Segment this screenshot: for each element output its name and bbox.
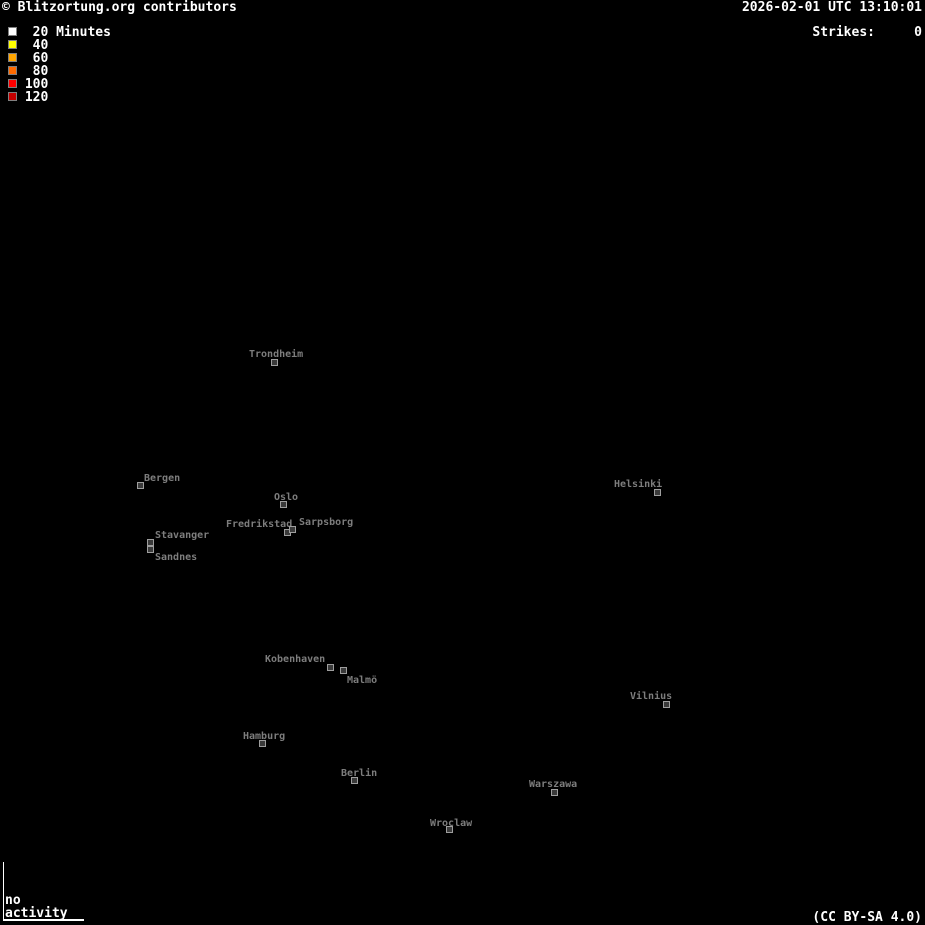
legend-label: 20 Minutes xyxy=(17,25,111,40)
city-marker xyxy=(280,501,287,508)
strikes-label: Strikes: xyxy=(812,25,875,40)
city-label: Wroclaw xyxy=(430,818,473,829)
city-marker xyxy=(147,539,154,546)
city-label: Bergen xyxy=(144,473,181,484)
activity-status-line2: activity xyxy=(5,906,68,921)
legend-row: 60 xyxy=(8,52,48,65)
city-label: Malmö xyxy=(347,675,378,686)
city-marker xyxy=(446,826,453,833)
legend-swatch xyxy=(8,79,17,88)
timestamp: 2026-02-01 UTC 13:10:01 xyxy=(741,0,922,15)
city-label: Sandnes xyxy=(155,552,198,563)
activity-x-axis xyxy=(3,919,84,921)
legend-swatch xyxy=(8,53,17,62)
activity-status-line1: no xyxy=(5,893,21,908)
legend-row: 40 xyxy=(8,39,48,52)
city-label: Kobenhaven xyxy=(265,654,326,665)
city-marker xyxy=(551,789,558,796)
legend-label: 80 xyxy=(17,64,49,79)
legend-row: 20 Minutes xyxy=(8,26,111,39)
city-marker xyxy=(147,546,154,553)
city-label: Fredrikstad xyxy=(226,519,293,530)
legend-swatch xyxy=(8,27,17,36)
city-label: Helsinki xyxy=(614,479,663,490)
city-marker xyxy=(340,667,347,674)
city-label: Vilnius xyxy=(630,691,673,702)
city-label: Trondheim xyxy=(249,349,304,360)
city-label: Warszawa xyxy=(529,779,578,790)
activity-y-axis xyxy=(3,862,4,921)
city-marker xyxy=(351,777,358,784)
city-label: Berlin xyxy=(341,768,378,779)
legend-swatch xyxy=(8,40,17,49)
legend-row: 100 xyxy=(8,78,48,91)
legend-label: 120 xyxy=(17,90,49,105)
strikes-value: 0 xyxy=(914,25,922,40)
city-marker xyxy=(289,526,296,533)
legend-row: 80 xyxy=(8,65,48,78)
legend-label: 100 xyxy=(17,77,49,92)
legend-label: 60 xyxy=(17,51,49,66)
city-marker xyxy=(654,489,661,496)
city-label: Stavanger xyxy=(155,530,210,541)
city-label: Hamburg xyxy=(243,731,286,742)
city-label: Oslo xyxy=(274,492,299,503)
legend-swatch xyxy=(8,66,17,75)
city-marker xyxy=(259,740,266,747)
legend-row: 120 xyxy=(8,91,48,104)
city-label: Sarpsborg xyxy=(299,517,354,528)
city-marker xyxy=(271,359,278,366)
strikes-counter: Strikes: 0 xyxy=(812,26,922,39)
legend-swatch xyxy=(8,92,17,101)
city-marker xyxy=(327,664,334,671)
city-marker xyxy=(663,701,670,708)
city-marker xyxy=(137,482,144,489)
legend-label: 40 xyxy=(17,38,49,53)
attribution-text: © Blitzortung.org contributors xyxy=(2,0,237,15)
license-text: (CC BY-SA 4.0) xyxy=(812,910,922,925)
